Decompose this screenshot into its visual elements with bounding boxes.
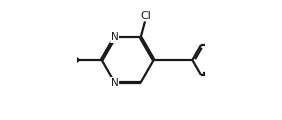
Text: N: N: [111, 33, 118, 42]
Text: N: N: [111, 78, 118, 87]
Text: Cl: Cl: [141, 11, 152, 21]
